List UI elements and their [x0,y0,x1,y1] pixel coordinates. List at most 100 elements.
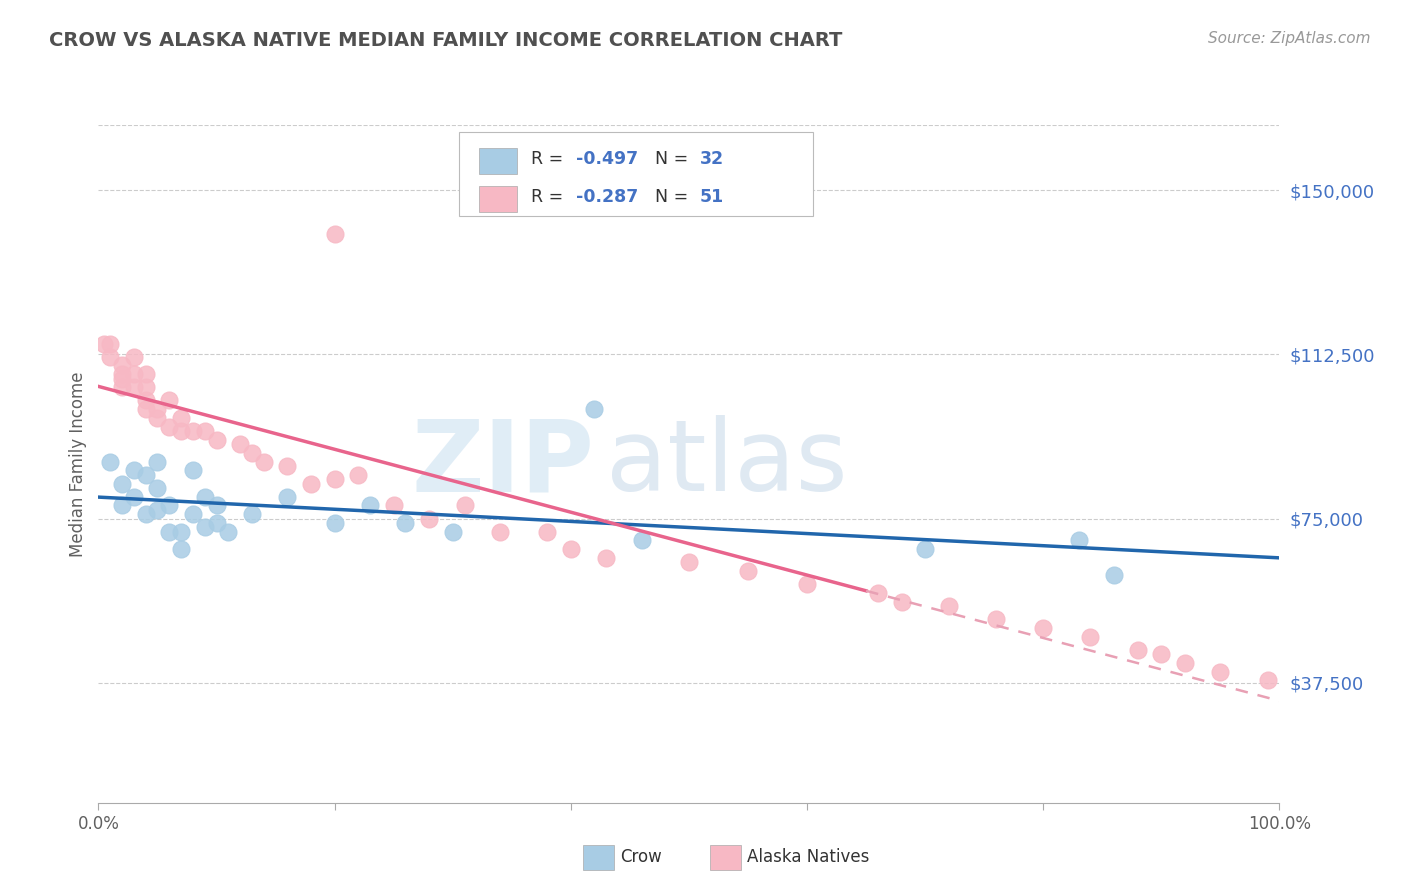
Point [111,367,134,381]
Point [181,463,204,477]
Point [205,433,228,447]
Point [1257,673,1279,688]
Text: ZIP: ZIP [412,416,595,512]
Point [122,490,145,504]
Text: Source: ZipAtlas.com: Source: ZipAtlas.com [1208,31,1371,46]
FancyBboxPatch shape [478,186,516,212]
Point [240,507,263,521]
Point [217,524,239,539]
Text: N =: N = [655,150,693,168]
Point [866,586,889,600]
Point [253,455,276,469]
Point [111,371,134,385]
Point [98,336,121,351]
Point [240,446,263,460]
Point [595,550,617,565]
Point [1150,647,1173,661]
FancyBboxPatch shape [478,148,516,174]
Text: Alaska Natives: Alaska Natives [747,848,869,866]
Point [98,455,121,469]
Point [146,455,169,469]
Point [170,424,193,438]
Point [135,402,157,417]
Point [111,499,134,513]
Point [1032,621,1054,635]
Point [536,524,558,539]
Point [630,533,652,548]
Point [1209,665,1232,679]
Text: R =: R = [530,188,568,206]
Point [489,524,512,539]
Point [157,499,180,513]
Point [737,564,759,578]
Point [984,612,1007,626]
Point [914,542,936,557]
FancyBboxPatch shape [458,132,813,217]
Point [146,411,169,425]
Point [98,350,121,364]
Point [170,542,193,557]
Text: 32: 32 [700,150,724,168]
Point [938,599,960,613]
Point [1174,656,1197,670]
Point [678,555,700,569]
Point [194,520,217,534]
Point [394,516,416,530]
Text: N =: N = [655,188,693,206]
Y-axis label: Median Family Income: Median Family Income [69,371,87,557]
Point [1080,630,1102,644]
Point [93,336,115,351]
Point [796,577,818,591]
Point [157,393,180,408]
Text: -0.287: -0.287 [575,188,638,206]
Point [382,499,405,513]
Point [890,594,912,608]
Point [122,380,145,394]
Text: Crow: Crow [620,848,662,866]
Point [194,490,217,504]
Point [323,472,346,486]
Point [135,380,157,394]
Point [323,516,346,530]
Point [560,542,582,557]
Text: R =: R = [530,150,568,168]
Point [1102,568,1125,582]
Point [1067,533,1090,548]
Point [122,367,145,381]
Point [323,227,346,242]
Point [205,516,228,530]
Point [194,424,217,438]
Point [111,476,134,491]
Point [135,367,157,381]
Point [111,359,134,373]
Text: 51: 51 [700,188,724,206]
Point [276,490,298,504]
Point [453,499,475,513]
Point [205,499,228,513]
Point [441,524,464,539]
Point [122,463,145,477]
Text: CROW VS ALASKA NATIVE MEDIAN FAMILY INCOME CORRELATION CHART: CROW VS ALASKA NATIVE MEDIAN FAMILY INCO… [49,31,842,50]
Point [170,524,193,539]
Point [229,437,252,451]
Point [111,380,134,394]
Point [135,467,157,482]
Text: atlas: atlas [606,416,848,512]
Point [181,507,204,521]
Point [418,511,440,525]
Text: -0.497: -0.497 [575,150,638,168]
Point [146,481,169,495]
Point [135,393,157,408]
Point [359,499,381,513]
Point [122,350,145,364]
Point [146,502,169,516]
Point [583,402,606,417]
Point [276,458,298,473]
Point [1126,642,1149,657]
Point [170,411,193,425]
Point [347,467,370,482]
Point [157,419,180,434]
Point [135,507,157,521]
Point [157,524,180,539]
Point [181,424,204,438]
